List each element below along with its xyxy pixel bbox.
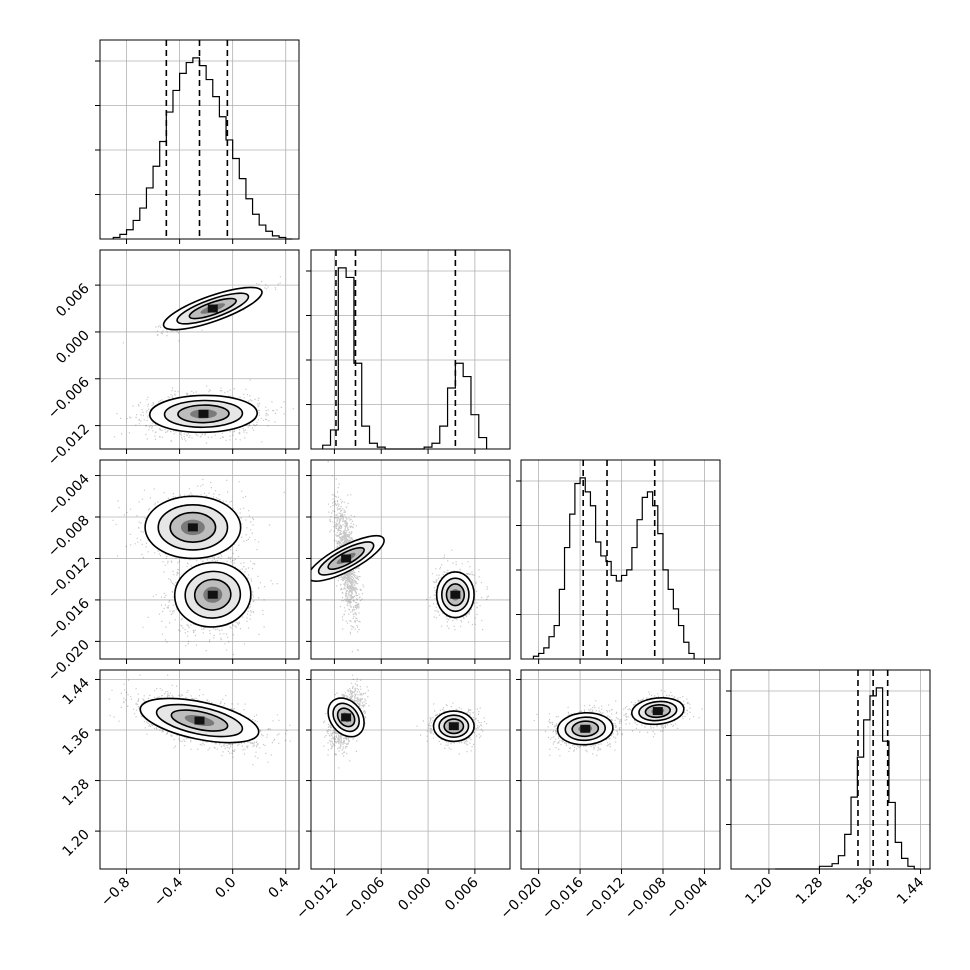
density-peak bbox=[341, 713, 352, 722]
y-tick-label: 1.28 bbox=[59, 776, 92, 809]
x-tick-label: −0.016 bbox=[539, 874, 587, 922]
density-layer bbox=[311, 461, 489, 653]
x-tick-label: 1.28 bbox=[793, 875, 826, 908]
scatter-panel-3-2 bbox=[516, 669, 721, 874]
density-layer bbox=[113, 276, 294, 444]
density-layer bbox=[108, 674, 291, 766]
x-tick-label: 1.20 bbox=[742, 875, 775, 908]
y-tick-label: −0.004 bbox=[45, 471, 93, 519]
histogram-step bbox=[322, 267, 488, 450]
x-tick-label: −0.008 bbox=[622, 875, 670, 923]
density-peak bbox=[187, 523, 198, 532]
density-peak bbox=[448, 722, 459, 731]
y-tick-label: 1.36 bbox=[59, 725, 92, 758]
x-tick-label: −0.012 bbox=[293, 875, 341, 923]
x-tick-label: −0.012 bbox=[580, 875, 628, 923]
x-tick-label: −0.4 bbox=[151, 874, 186, 909]
density-peak bbox=[652, 707, 663, 716]
x-tick-label: 0.000 bbox=[395, 875, 435, 915]
histogram-panel-3 bbox=[726, 669, 931, 874]
panel-frame bbox=[310, 459, 511, 660]
y-tick-label: 1.20 bbox=[59, 827, 92, 860]
panel-frame bbox=[99, 249, 300, 450]
density-peak bbox=[580, 724, 591, 733]
density-layer bbox=[112, 478, 285, 656]
histogram-step bbox=[775, 687, 921, 870]
panel-frame bbox=[730, 669, 931, 870]
density-peak bbox=[207, 304, 218, 313]
histogram-step bbox=[112, 57, 293, 240]
scatter-panel-2-0 bbox=[95, 459, 300, 664]
panel-frame bbox=[99, 39, 300, 240]
scatter-panel-2-1 bbox=[306, 459, 511, 664]
density-layer bbox=[323, 674, 488, 769]
histogram-step bbox=[532, 477, 695, 659]
x-tick-label: −0.8 bbox=[98, 875, 133, 910]
x-tick-label: 0.0 bbox=[212, 875, 239, 902]
sample-points bbox=[533, 689, 703, 757]
y-tick-label: −0.012 bbox=[45, 421, 93, 469]
x-tick-label: 1.44 bbox=[894, 874, 927, 907]
density-peak bbox=[450, 590, 461, 599]
histogram-panel-2 bbox=[516, 459, 721, 664]
y-tick-label: −0.008 bbox=[45, 513, 93, 561]
panel-frame bbox=[520, 459, 721, 660]
y-tick-label: −0.006 bbox=[45, 374, 93, 422]
y-tick-label: 0.000 bbox=[53, 327, 93, 367]
scatter-panel-1-0 bbox=[95, 249, 300, 454]
y-tick-label: −0.016 bbox=[45, 595, 93, 643]
sample-points bbox=[113, 276, 294, 444]
x-tick-label: 1.36 bbox=[843, 874, 876, 907]
density-layer bbox=[533, 689, 703, 757]
x-tick-label: −0.004 bbox=[663, 874, 711, 922]
panel-frame bbox=[310, 669, 511, 870]
y-tick-label: −0.020 bbox=[45, 637, 93, 685]
scatter-panel-3-0 bbox=[95, 669, 300, 874]
panel-frame bbox=[99, 669, 300, 870]
x-tick-label: −0.020 bbox=[497, 875, 545, 923]
y-tick-label: 0.006 bbox=[53, 281, 93, 321]
density-peak bbox=[198, 409, 209, 418]
panel-frame bbox=[99, 459, 300, 660]
density-peak bbox=[341, 554, 352, 563]
histogram-panel-0 bbox=[95, 39, 300, 244]
x-tick-label: 0.4 bbox=[266, 874, 293, 901]
panel-frame bbox=[520, 669, 721, 870]
density-peak bbox=[207, 590, 218, 599]
scatter-panel-3-1 bbox=[306, 669, 511, 874]
x-tick-label: −0.006 bbox=[340, 874, 388, 922]
y-tick-label: 1.44 bbox=[59, 675, 92, 708]
sample-points bbox=[323, 674, 488, 769]
density-peak bbox=[194, 716, 205, 725]
x-tick-label: 0.006 bbox=[442, 874, 482, 914]
histogram-panel-1 bbox=[306, 249, 511, 454]
panel-frame bbox=[310, 249, 511, 450]
y-tick-label: −0.012 bbox=[45, 554, 93, 602]
